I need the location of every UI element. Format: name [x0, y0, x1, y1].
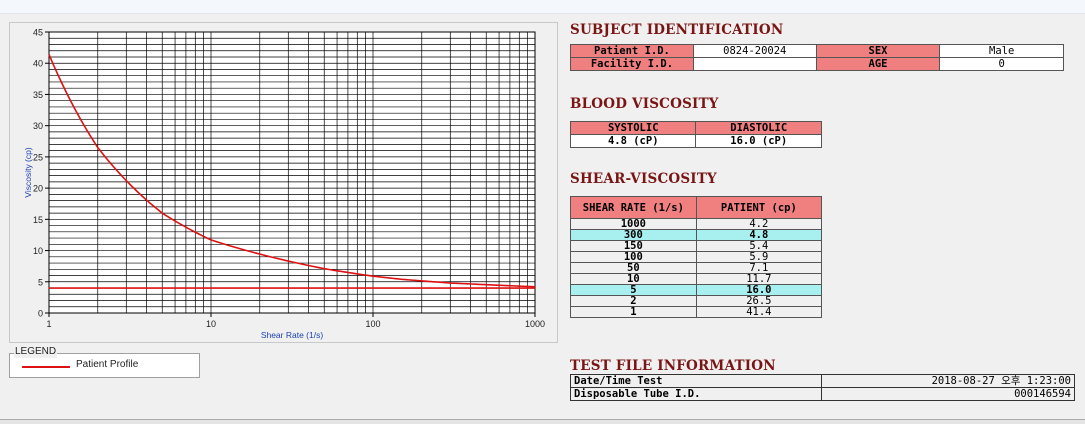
table-row: 150 5.4 — [570, 240, 823, 252]
shear-rate-cell: 10 — [570, 273, 697, 285]
x-tick-label: 1 — [46, 319, 51, 329]
patient-cell: 26.5 — [695, 295, 823, 307]
patient-cell: 7.1 — [695, 262, 823, 274]
patient-id-label: Patient I.D. — [570, 44, 694, 58]
y-tick-label: 45 — [33, 28, 43, 38]
tube-id-label: Disposable Tube I.D. — [569, 387, 823, 401]
shear-rate-cell: 1 — [570, 306, 697, 318]
sex-label: SEX — [815, 44, 941, 58]
y-tick-label: 30 — [33, 121, 43, 131]
shear-rate-cell: 1000 — [570, 218, 697, 230]
systolic-value: 4.8 (cP) — [569, 134, 697, 148]
legend-label-patient: Patient Profile — [76, 359, 139, 370]
subject-table: Patient I.D. 0824-20024 SEX Male Facilit… — [570, 44, 1064, 71]
viscosity-chart: 0 5 10 15 20 25 30 35 40 45 1 10 100 1000 Shear Rate (… — [9, 22, 558, 343]
age-label: AGE — [815, 57, 941, 71]
table-row: 300 4.8 — [570, 229, 823, 241]
diastolic-label: DIASTOLIC — [695, 121, 822, 135]
table-row: 1000 4.2 — [570, 218, 823, 230]
table-row: 5 16.0 — [570, 284, 823, 296]
x-tick-label: 10 — [206, 319, 216, 329]
legend-title: LEGEND — [14, 346, 58, 358]
col-shear-rate: SHEAR RATE (1/s) — [570, 196, 697, 219]
legend-line-patient — [22, 366, 70, 368]
shear-rate-cell: 100 — [570, 251, 697, 263]
age-value: 0 — [939, 57, 1064, 71]
tube-id-value: 000146594 — [821, 387, 1075, 401]
top-strip — [0, 0, 1085, 14]
shear-rate-cell: 150 — [570, 240, 697, 252]
y-tick-label: 40 — [33, 59, 43, 69]
shear-viscosity-rows: 1000 4.2 300 4.8 150 5.4 100 5.9 50 7.1 10 11.7 5 16.… — [570, 218, 823, 318]
sex-value: Male — [939, 44, 1064, 58]
y-tick-label: 35 — [33, 90, 43, 100]
table-row: 2 26.5 — [570, 295, 823, 307]
patient-id-value: 0824-20024 — [692, 44, 817, 58]
subject-title: SUBJECT IDENTIFICATION — [570, 22, 784, 38]
col-patient: PATIENT (cp) — [695, 196, 823, 219]
chart-svg: 0 5 10 15 20 25 30 35 40 45 1 10 100 1000 Shear Rate (… — [23, 28, 545, 341]
series-patient-profile — [48, 54, 536, 288]
x-axis-label: Shear Rate (1/s) — [261, 330, 324, 340]
diastolic-value: 16.0 (cP) — [695, 134, 822, 148]
datetime-value: 2018-08-27 오후 1:23:00 — [821, 374, 1075, 388]
legend-box: LEGEND Patient Profile — [9, 346, 200, 378]
facility-id-label: Facility I.D. — [570, 57, 694, 71]
blood-viscosity-table: SYSTOLIC DIASTOLIC 4.8 (cP) 16.0 (cP) — [569, 121, 822, 148]
shear-viscosity-table: SHEAR RATE (1/s) PATIENT (cp) 1000 4.2 300… — [570, 196, 823, 318]
y-tick-label: 10 — [33, 246, 43, 256]
y-tick-label: 15 — [33, 215, 43, 225]
blood-viscosity-title: BLOOD VISCOSITY — [570, 96, 719, 112]
shear-rate-cell: 50 — [570, 262, 697, 274]
facility-id-value — [692, 57, 817, 71]
shear-viscosity-title: SHEAR-VISCOSITY — [570, 171, 717, 187]
systolic-label: SYSTOLIC — [569, 121, 697, 135]
y-tick-label: 25 — [33, 152, 43, 162]
test-file-table: Date/Time Test 2018-08-27 오후 1:23:00 Dis… — [569, 374, 1075, 401]
test-file-title: TEST FILE INFORMATION — [570, 358, 776, 374]
y-tick-label: 5 — [38, 277, 43, 287]
patient-cell: 4.2 — [695, 218, 823, 230]
plot-area — [48, 31, 536, 314]
table-row: 50 7.1 — [570, 262, 823, 274]
table-row: 1 41.4 — [570, 306, 823, 318]
shear-rate-cell: 2 — [570, 295, 697, 307]
patient-cell: 16.0 — [695, 284, 823, 296]
patient-cell: 4.8 — [695, 229, 823, 241]
y-tick-label: 0 — [38, 309, 43, 319]
x-tick-label: 1000 — [525, 319, 545, 329]
x-tick-label: 100 — [365, 319, 380, 329]
patient-cell: 11.7 — [695, 273, 823, 285]
table-row: 10 11.7 — [570, 273, 823, 285]
y-tick-label: 20 — [33, 184, 43, 194]
shear-rate-cell: 300 — [570, 229, 697, 241]
shear-rate-cell: 5 — [570, 284, 697, 296]
patient-cell: 41.4 — [695, 306, 823, 318]
table-row: 100 5.9 — [570, 251, 823, 263]
patient-cell: 5.4 — [695, 240, 823, 252]
status-bar — [0, 419, 1085, 424]
y-axis-label: Viscosity (cp) — [23, 147, 33, 198]
datetime-label: Date/Time Test — [569, 374, 823, 388]
patient-cell: 5.9 — [695, 251, 823, 263]
